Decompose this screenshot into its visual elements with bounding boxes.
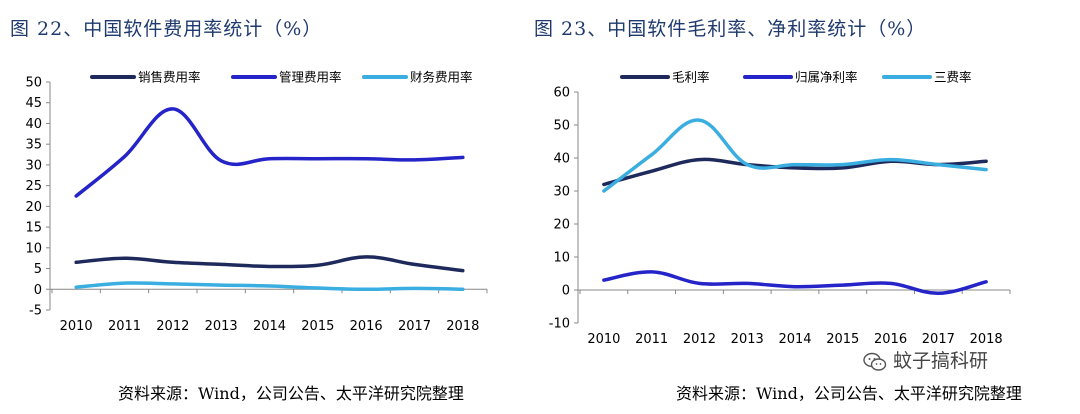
x-tick-label: 2017 [922, 332, 955, 347]
x-tick-label: 2012 [683, 332, 716, 347]
x-tick-label: 2011 [108, 319, 141, 334]
x-tick-label: 2017 [398, 319, 431, 334]
x-tick-label: 2014 [253, 319, 286, 334]
legend-label: 三费率 [934, 70, 972, 85]
x-tick-label: 2013 [205, 319, 238, 334]
y-tick-label: 40 [553, 152, 570, 167]
y-tick-label: 10 [553, 251, 570, 266]
y-tick-label: 0 [34, 283, 42, 298]
x-tick-label: 2010 [587, 332, 620, 347]
legend-label: 归属净利率 [795, 70, 858, 85]
y-tick-label: 25 [25, 179, 42, 194]
y-tick-label: 50 [25, 76, 42, 91]
x-tick-label: 2013 [731, 332, 764, 347]
series-line-3 [602, 118, 988, 193]
x-tick-label: 2010 [60, 319, 93, 334]
y-tick-label: -5 [29, 304, 42, 319]
y-tick-label: 10 [25, 241, 42, 256]
x-tick-label: 2012 [156, 319, 189, 334]
y-tick-label: 35 [25, 138, 42, 153]
series-line-1 [74, 255, 465, 273]
x-tick-label: 2014 [778, 332, 811, 347]
series-line-3 [74, 281, 465, 292]
y-tick-label: 15 [25, 221, 42, 236]
margin-rate-chart: -10 0 10 20 30 40 50 60 2010 2011 2012 2013 2014 2015… [549, 70, 1011, 347]
legend-label: 销售费用率 [138, 70, 201, 85]
chart-2-source: 资料来源：Wind，公司公告、太平洋研究院整理 [676, 384, 1022, 403]
x-tick-label: 2018 [970, 332, 1003, 347]
y-tick-label: 5 [34, 262, 42, 277]
y-tick-label: 20 [553, 218, 570, 233]
watermark: 蚊子搞科研 [863, 346, 988, 373]
chart-1-source: 资料来源：Wind，公司公告、太平洋研究院整理 [118, 384, 464, 403]
y-tick-label: 30 [553, 185, 570, 200]
x-tick-label: 2015 [826, 332, 859, 347]
y-tick-label: 30 [25, 158, 42, 173]
series-line-2 [602, 270, 988, 296]
y-tick-label: -10 [549, 317, 570, 332]
y-tick-label: 60 [553, 86, 570, 101]
x-tick-label: 2011 [635, 332, 668, 347]
y-tick-label: 40 [25, 117, 42, 132]
legend-label: 毛利率 [672, 70, 710, 85]
legend-label: 财务费用率 [410, 70, 473, 85]
x-tick-label: 2016 [350, 319, 383, 334]
x-tick-label: 2015 [301, 319, 334, 334]
expense-rate-chart: -5 0 5 10 15 20 25 30 35 40 45 50 2010 2011 2012 2013 20… [25, 70, 488, 334]
chart-1-title: 图 22、中国软件费用率统计（%） [10, 18, 323, 40]
x-tick-label: 2016 [874, 332, 907, 347]
series-line-2 [74, 107, 465, 198]
watermark-text: 蚊子搞科研 [893, 350, 989, 372]
legend-label: 管理费用率 [279, 70, 342, 85]
y-tick-label: 50 [553, 119, 570, 134]
y-tick-label: 0 [562, 284, 570, 299]
x-tick-label: 2018 [446, 319, 479, 334]
y-tick-label: 45 [25, 96, 42, 111]
y-tick-label: 20 [25, 200, 42, 215]
chart-2-title: 图 23、中国软件毛利率、净利率统计（%） [534, 18, 927, 40]
wechat-icon [863, 352, 887, 371]
